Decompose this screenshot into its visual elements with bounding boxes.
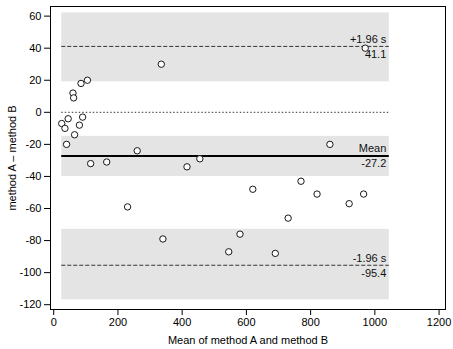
svg-text:1000: 1000 bbox=[363, 316, 387, 328]
svg-text:600: 600 bbox=[237, 316, 255, 328]
svg-text:0: 0 bbox=[35, 106, 41, 118]
svg-text:-100: -100 bbox=[19, 266, 41, 278]
svg-text:-40: -40 bbox=[26, 170, 42, 182]
svg-text:-60: -60 bbox=[26, 202, 42, 214]
svg-text:-1.96 s: -1.96 s bbox=[353, 252, 387, 264]
svg-text:Mean of method A and method B: Mean of method A and method B bbox=[168, 334, 328, 346]
svg-text:1200: 1200 bbox=[427, 316, 451, 328]
svg-text:20: 20 bbox=[29, 74, 41, 86]
svg-text:40: 40 bbox=[29, 42, 41, 54]
svg-text:+1.96 s: +1.96 s bbox=[350, 33, 387, 45]
svg-text:200: 200 bbox=[109, 316, 127, 328]
svg-text:60: 60 bbox=[29, 10, 41, 22]
svg-text:400: 400 bbox=[173, 316, 191, 328]
svg-text:method A – method B: method A – method B bbox=[6, 105, 18, 210]
svg-text:-27.2: -27.2 bbox=[361, 157, 386, 169]
svg-text:-80: -80 bbox=[26, 234, 42, 246]
svg-text:800: 800 bbox=[301, 316, 319, 328]
svg-text:-120: -120 bbox=[19, 298, 41, 310]
svg-text:-95.4: -95.4 bbox=[361, 267, 386, 279]
svg-text:Mean: Mean bbox=[359, 142, 387, 154]
svg-text:41.1: 41.1 bbox=[364, 47, 387, 60]
svg-text:-20: -20 bbox=[26, 138, 42, 150]
svg-text:0: 0 bbox=[51, 316, 57, 328]
